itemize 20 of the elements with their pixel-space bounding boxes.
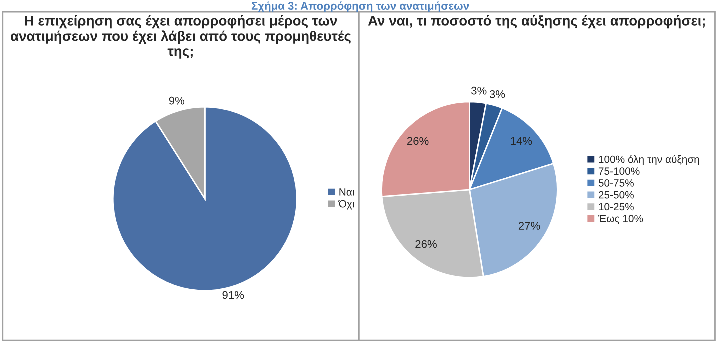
legend-label: 75-100%: [598, 168, 640, 176]
pie-slice: [112, 106, 298, 292]
chart-title: Αν ναι, τι ποσοστό της αύξησης έχει απορροφήσει;: [368, 15, 705, 29]
legend-label: 100% όλη την αύξηση: [599, 155, 700, 166]
legend-label: Όχι: [338, 200, 354, 210]
legend-label: 25-50%: [598, 191, 634, 199]
data-label: 3%: [490, 90, 506, 98]
data-label: 14%: [511, 137, 532, 146]
data-label: 91%: [222, 291, 244, 300]
data-label: 27%: [518, 222, 540, 230]
data-label: 3%: [471, 86, 487, 95]
legend-label: 10-25%: [599, 203, 634, 211]
chart-title: Η επιχείρηση σας έχει απορροφήσει μέρος των ανατιμήσεων που έχει λάβει από τους προμηθευτές της;: [11, 15, 351, 59]
legend-label: 50-75%: [598, 180, 634, 187]
legend-label: Ναι: [340, 188, 354, 196]
data-label: 26%: [407, 137, 429, 146]
data-label: 26%: [416, 240, 437, 248]
text: Σχήμα 3: Απορρόφηση των ανατιμήσεων: [252, 2, 470, 12]
data-label: 9%: [169, 96, 185, 105]
legend-label: Έως 10%: [598, 215, 644, 224]
